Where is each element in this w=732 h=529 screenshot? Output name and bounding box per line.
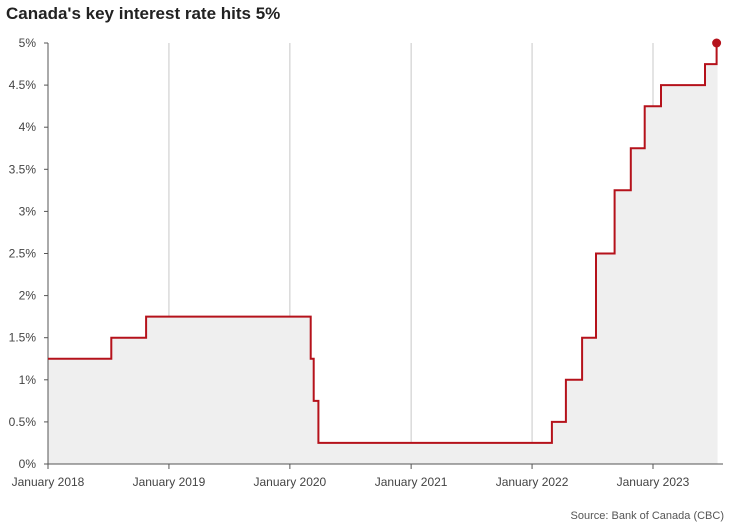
rate-line (48, 43, 718, 444)
end-point-marker (712, 38, 722, 48)
x-tick-label: January 2020 (254, 475, 327, 489)
x-tick-label: January 2023 (617, 475, 690, 489)
x-tick-label: January 2019 (133, 475, 206, 489)
axis-layer (44, 42, 723, 469)
y-tick-label: 0.5% (9, 415, 37, 429)
line-layer (48, 38, 722, 444)
rate-area (48, 43, 718, 464)
x-tick-label: January 2018 (12, 475, 85, 489)
label-layer: 0% 0.5% 1% 1.5% 2% 2.5% 3% 3.5% 4% 4.5% 5% January … (9, 36, 690, 489)
x-tick-label: January 2022 (496, 475, 569, 489)
x-tick-label: January 2021 (375, 475, 448, 489)
y-tick-label: 3.5% (9, 162, 37, 176)
chart-title: Canada's key interest rate hits 5% (6, 4, 281, 23)
y-tick-label: 0% (19, 457, 37, 471)
y-tick-label: 2.5% (9, 247, 37, 261)
y-tick-label: 5% (19, 36, 37, 50)
y-tick-label: 4.5% (9, 78, 37, 92)
y-tick-label: 2% (19, 289, 37, 303)
y-tick-label: 1% (19, 373, 37, 387)
source-note: Source: Bank of Canada (CBC) (570, 510, 724, 522)
y-tick-label: 1.5% (9, 331, 37, 345)
y-tick-label: 4% (19, 120, 37, 134)
area-layer (48, 43, 718, 464)
y-tick-label: 3% (19, 204, 37, 218)
